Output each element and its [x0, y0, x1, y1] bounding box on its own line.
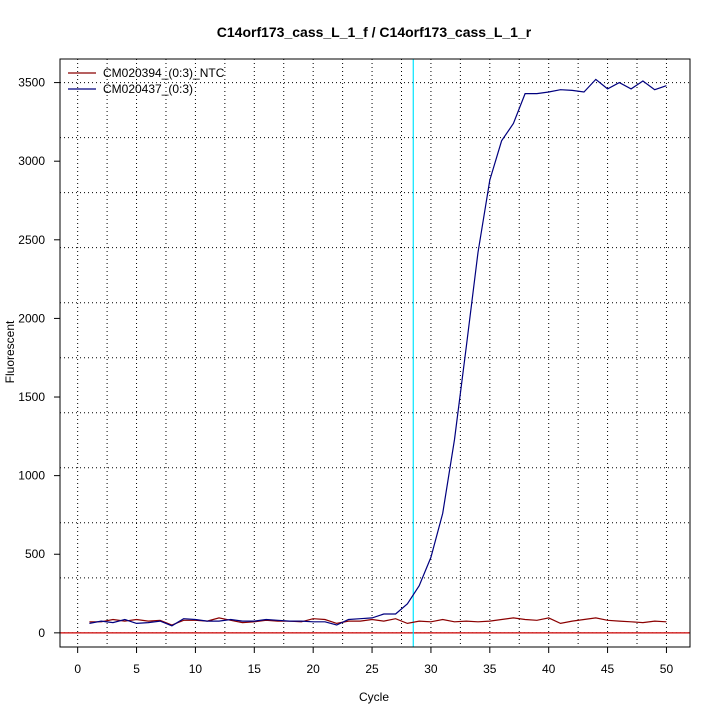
y-tick-label: 1000: [18, 469, 45, 483]
plot-frame: [59, 58, 691, 648]
y-tick-label: 1500: [18, 390, 45, 404]
legend: CM020394_(0:3)_NTC CM020437_(0:3): [68, 66, 225, 96]
x-tick-label: 25: [365, 662, 379, 676]
x-axis: 0 5 10 15 20 25 30 35 40 45 50: [74, 647, 673, 676]
legend-label-2: CM020437_(0:3): [103, 82, 193, 96]
y-tick-label: 0: [38, 626, 45, 640]
x-tick-label: 10: [189, 662, 203, 676]
y-tick-label: 500: [25, 547, 45, 561]
x-tick-label: 40: [542, 662, 556, 676]
x-tick-label: 5: [133, 662, 140, 676]
x-tick-label: 50: [660, 662, 674, 676]
x-tick-label: 45: [601, 662, 615, 676]
grid: [60, 59, 690, 647]
y-axis-label: Fluorescent: [3, 320, 17, 383]
y-tick-label: 2500: [18, 233, 45, 247]
reference-lines: [60, 59, 690, 647]
x-tick-label: 15: [248, 662, 262, 676]
y-tick-label: 3500: [18, 76, 45, 90]
x-tick-label: 0: [74, 662, 81, 676]
chart-title: C14orf173_cass_L_1_f / C14orf173_cass_L_…: [217, 24, 532, 40]
series-line-2: [89, 78, 667, 627]
y-axis: 0 500 1000 1500 2000 2500 3000 3500: [18, 76, 60, 640]
y-tick-label: 2000: [18, 311, 45, 325]
x-tick-label: 35: [483, 662, 497, 676]
x-tick-label: 20: [306, 662, 320, 676]
x-axis-label: Cycle: [359, 690, 389, 704]
y-tick-label: 3000: [18, 154, 45, 168]
x-tick-label: 30: [424, 662, 438, 676]
series-layer: [89, 78, 667, 627]
series-line-1: [89, 617, 667, 626]
legend-label-1: CM020394_(0:3)_NTC: [103, 66, 225, 80]
